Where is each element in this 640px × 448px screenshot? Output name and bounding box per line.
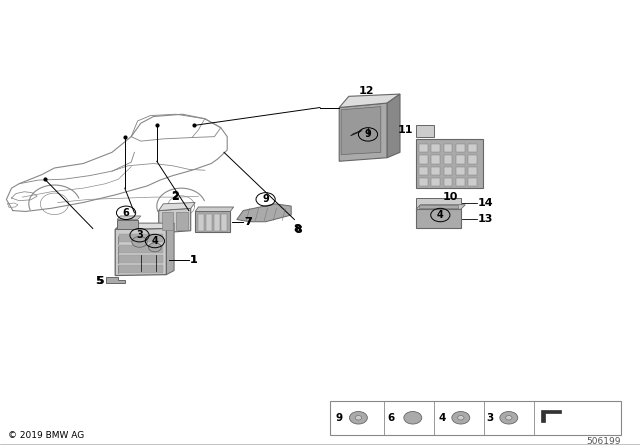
Text: 3: 3: [136, 230, 143, 240]
Circle shape: [132, 237, 147, 247]
Bar: [119, 234, 163, 242]
Bar: [456, 155, 465, 164]
Bar: [214, 214, 220, 231]
Bar: [419, 144, 428, 152]
Bar: [119, 245, 163, 253]
Polygon shape: [106, 277, 125, 283]
Circle shape: [148, 243, 161, 252]
Text: 7: 7: [244, 217, 252, 227]
Bar: [468, 155, 477, 164]
Bar: [119, 255, 163, 263]
Bar: [444, 178, 452, 186]
Text: 9: 9: [336, 413, 343, 423]
Bar: [198, 214, 204, 231]
Bar: [444, 144, 452, 152]
Polygon shape: [416, 139, 483, 188]
Polygon shape: [115, 223, 174, 229]
Text: 5: 5: [95, 276, 102, 286]
Polygon shape: [117, 216, 141, 220]
Text: 5: 5: [96, 276, 104, 286]
Bar: [431, 178, 440, 186]
Bar: [162, 212, 173, 230]
Text: 8: 8: [294, 224, 301, 234]
Bar: [456, 178, 465, 186]
Text: 14: 14: [478, 198, 493, 208]
Bar: [468, 144, 477, 152]
Text: 2: 2: [171, 191, 179, 201]
Bar: [431, 167, 440, 175]
Text: 2: 2: [171, 192, 179, 202]
Polygon shape: [541, 409, 561, 422]
Circle shape: [506, 416, 512, 420]
Bar: [444, 167, 452, 175]
Bar: [456, 167, 465, 175]
Polygon shape: [115, 228, 166, 276]
Polygon shape: [339, 94, 400, 108]
Circle shape: [355, 416, 362, 420]
Text: 8: 8: [294, 225, 302, 235]
Text: 3: 3: [486, 413, 493, 423]
Bar: [431, 155, 440, 164]
Text: 6: 6: [387, 413, 394, 423]
Text: 4: 4: [438, 413, 446, 423]
Bar: [419, 178, 428, 186]
Text: 13: 13: [478, 214, 493, 224]
Polygon shape: [416, 125, 434, 137]
Polygon shape: [166, 223, 174, 275]
Text: 6: 6: [123, 208, 129, 218]
Bar: [221, 214, 227, 231]
Polygon shape: [416, 205, 465, 209]
Polygon shape: [159, 202, 195, 211]
Text: 12: 12: [358, 86, 374, 96]
Circle shape: [452, 411, 470, 424]
Bar: [456, 144, 465, 152]
Bar: [119, 265, 163, 273]
Text: 1: 1: [190, 255, 198, 265]
Bar: [468, 167, 477, 175]
Text: 9: 9: [262, 194, 269, 204]
Polygon shape: [387, 94, 400, 158]
Bar: [444, 155, 452, 164]
Bar: [419, 167, 428, 175]
Text: 9: 9: [365, 129, 371, 139]
Polygon shape: [195, 211, 230, 232]
Polygon shape: [419, 205, 458, 208]
Polygon shape: [159, 208, 191, 233]
Text: 506199: 506199: [586, 437, 621, 446]
Text: 4: 4: [152, 236, 158, 246]
Text: 10: 10: [442, 192, 458, 202]
Polygon shape: [416, 198, 461, 208]
Text: 7: 7: [244, 217, 252, 227]
Polygon shape: [416, 209, 461, 228]
Polygon shape: [341, 107, 381, 155]
Polygon shape: [339, 103, 387, 161]
Text: © 2019 BMW AG: © 2019 BMW AG: [8, 431, 84, 440]
Text: 4: 4: [437, 210, 444, 220]
Bar: [330, 401, 621, 435]
Bar: [419, 155, 428, 164]
Bar: [206, 214, 212, 231]
Circle shape: [458, 416, 464, 420]
Bar: [431, 144, 440, 152]
Bar: [468, 178, 477, 186]
Circle shape: [500, 411, 518, 424]
Polygon shape: [195, 207, 234, 211]
Polygon shape: [237, 204, 291, 222]
Circle shape: [404, 411, 422, 424]
Circle shape: [349, 411, 367, 424]
Text: 11: 11: [397, 125, 413, 135]
Text: 1: 1: [190, 255, 198, 265]
Polygon shape: [117, 220, 138, 229]
Bar: [176, 212, 188, 230]
